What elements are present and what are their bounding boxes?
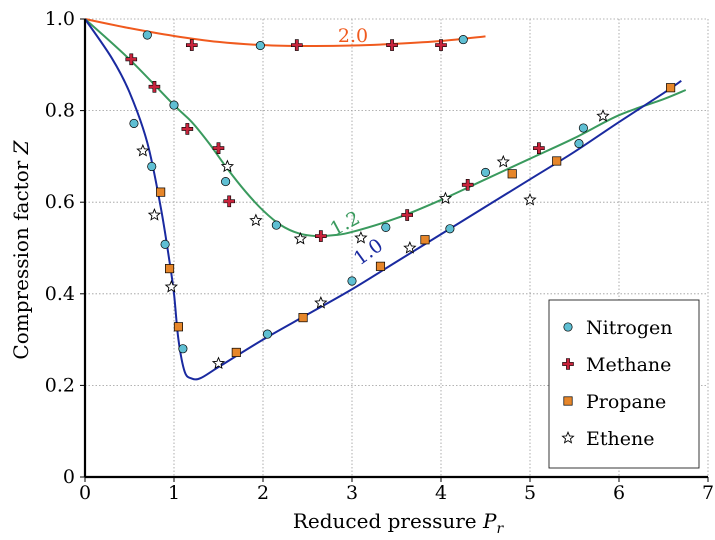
propane-point bbox=[420, 235, 430, 245]
nitrogen-point bbox=[255, 41, 265, 51]
methane-point bbox=[125, 53, 138, 66]
curve-labels: 2.01.21.0 bbox=[327, 25, 387, 270]
propane-point bbox=[231, 347, 241, 357]
y-axis-label: Compression factor Z bbox=[9, 139, 33, 359]
x-tick-label: 5 bbox=[524, 482, 536, 504]
nitrogen-point bbox=[347, 276, 357, 286]
markers bbox=[125, 30, 676, 370]
ethene-point bbox=[147, 208, 162, 221]
methane-point bbox=[291, 39, 303, 51]
ethene-point bbox=[314, 295, 328, 309]
nitrogen-point bbox=[480, 167, 491, 177]
propane-point bbox=[156, 187, 166, 197]
methane-point bbox=[461, 178, 474, 191]
ethene-point bbox=[523, 192, 537, 206]
x-tick-label: 3 bbox=[346, 482, 358, 504]
y-tick-label: 0.8 bbox=[45, 100, 75, 122]
nitrogen-point bbox=[458, 35, 468, 45]
ethene-point bbox=[249, 213, 263, 227]
nitrogen-point bbox=[129, 118, 139, 128]
methane-point bbox=[212, 142, 225, 154]
methane-point bbox=[435, 39, 447, 51]
legend-methane-marker bbox=[562, 358, 574, 370]
legend-propane-label: Propane bbox=[586, 391, 666, 413]
legend-nitrogen-marker bbox=[563, 322, 573, 332]
ethene-point bbox=[496, 154, 510, 168]
propane-point bbox=[375, 261, 386, 271]
propane-point bbox=[507, 169, 517, 179]
x-tick-label: 6 bbox=[613, 482, 625, 504]
ethene-point bbox=[220, 159, 235, 173]
legend-ethene-label: Ethene bbox=[586, 428, 654, 450]
methane-point bbox=[533, 142, 545, 154]
y-tick-label: 0 bbox=[63, 466, 75, 488]
nitrogen-point bbox=[574, 139, 584, 149]
y-tick-label: 1.0 bbox=[45, 8, 75, 30]
ethene-point bbox=[211, 356, 226, 370]
nitrogen-point bbox=[221, 177, 231, 187]
nitrogen-point bbox=[262, 329, 272, 339]
y-tick-label: 0.2 bbox=[45, 374, 75, 396]
ethene-point bbox=[136, 143, 150, 157]
axes bbox=[83, 19, 708, 479]
x-tick-label: 2 bbox=[257, 482, 269, 504]
methane-point bbox=[181, 123, 194, 135]
x-tick-label: 1 bbox=[168, 482, 180, 504]
nitrogen-point bbox=[147, 161, 157, 172]
nitrogen-point bbox=[160, 239, 170, 249]
x-axis-label: Reduced pressure Pr bbox=[293, 509, 505, 537]
isotherm-curve bbox=[84, 18, 682, 381]
nitrogen-point bbox=[381, 222, 391, 232]
curve-label: 2.0 bbox=[338, 25, 368, 47]
legend-propane-marker bbox=[563, 396, 573, 406]
ethene-point bbox=[403, 241, 417, 254]
methane-point bbox=[401, 209, 413, 221]
nitrogen-point bbox=[178, 344, 188, 354]
ethene-point bbox=[354, 230, 368, 244]
isotherm-curve bbox=[84, 18, 687, 238]
propane-point bbox=[173, 322, 183, 332]
x-tick-label: 7 bbox=[702, 482, 714, 504]
y-tick-label: 0.6 bbox=[45, 191, 75, 213]
nitrogen-point bbox=[142, 30, 152, 40]
nitrogen-point bbox=[169, 100, 179, 110]
methane-point bbox=[148, 80, 161, 93]
methane-point bbox=[223, 195, 235, 208]
isotherm-curve bbox=[84, 18, 486, 48]
propane-point bbox=[298, 313, 308, 323]
ethene-point bbox=[164, 279, 178, 293]
nitrogen-point bbox=[445, 224, 455, 234]
x-tick-label: 4 bbox=[435, 482, 447, 504]
methane-point bbox=[315, 230, 327, 242]
ethene-point bbox=[293, 231, 308, 245]
legend-methane-label: Methane bbox=[586, 354, 671, 376]
legend-box bbox=[548, 299, 700, 469]
legend-nitrogen-label: Nitrogen bbox=[586, 317, 673, 339]
x-tick-label: 0 bbox=[79, 482, 91, 504]
propane-point bbox=[666, 83, 676, 93]
ethene-point bbox=[596, 109, 610, 122]
methane-point bbox=[186, 39, 198, 51]
legend-ethene-marker bbox=[561, 431, 575, 444]
nitrogen-point bbox=[271, 220, 281, 230]
legend: Nitrogen Methane Propane Ethene bbox=[548, 299, 700, 469]
methane-point bbox=[386, 39, 398, 51]
ticks: 0 1 2 3 4 5 6 7 0 0.2 0.4 0.6 0.8 1.0 bbox=[45, 8, 714, 504]
propane-point bbox=[165, 264, 175, 274]
nitrogen-point bbox=[578, 123, 588, 133]
ethene-point bbox=[438, 191, 453, 205]
propane-point bbox=[552, 156, 562, 166]
y-tick-label: 0.4 bbox=[45, 283, 75, 305]
